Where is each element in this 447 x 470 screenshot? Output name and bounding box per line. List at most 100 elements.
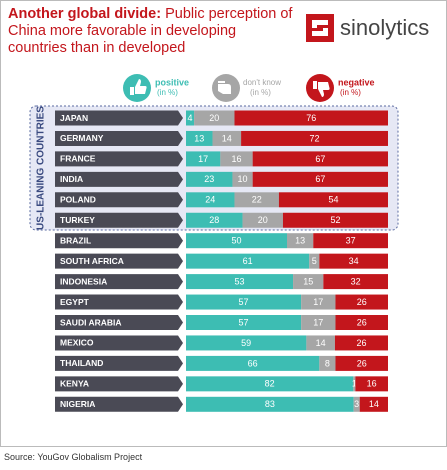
value-label: 17 bbox=[313, 297, 323, 307]
bar-segment bbox=[186, 355, 320, 371]
bar-segment bbox=[186, 396, 354, 412]
bar-segment bbox=[186, 151, 221, 167]
value-label: 4 bbox=[188, 113, 193, 123]
thumb-up bbox=[130, 79, 147, 95]
bar-segment bbox=[186, 233, 287, 249]
category-label: JAPAN bbox=[60, 113, 88, 123]
category-label: INDONESIA bbox=[60, 276, 107, 286]
bar-segment bbox=[323, 274, 388, 290]
value-label: 17 bbox=[313, 317, 323, 327]
value-label: 37 bbox=[346, 236, 356, 246]
value-label: 23 bbox=[204, 174, 214, 184]
bar-segment bbox=[278, 192, 388, 208]
value-label: 67 bbox=[315, 174, 325, 184]
bar-segment bbox=[186, 192, 235, 208]
bar-segment bbox=[212, 130, 242, 146]
value-label: 17 bbox=[198, 154, 208, 164]
category-label: INDIA bbox=[60, 174, 83, 184]
bar-segment bbox=[334, 335, 388, 351]
bar-segment bbox=[186, 253, 310, 269]
title-lead: Another global divide: bbox=[8, 6, 162, 22]
bar-segment bbox=[194, 110, 235, 126]
source: Source: YouGov Globalism Project bbox=[4, 452, 143, 462]
value-label: 14 bbox=[369, 399, 379, 409]
category-box bbox=[55, 294, 183, 310]
bar-segment bbox=[359, 396, 388, 412]
value-label: 26 bbox=[357, 317, 367, 327]
bar-segment bbox=[335, 315, 388, 330]
legend-label: don't know bbox=[243, 78, 281, 87]
bar-segment bbox=[353, 396, 360, 412]
category-label: EGYPT bbox=[60, 297, 90, 307]
category-box bbox=[55, 233, 183, 249]
value-label: 54 bbox=[328, 195, 338, 205]
category-label: SOUTH AFRICA bbox=[60, 256, 124, 266]
value-label: 76 bbox=[306, 113, 316, 123]
bar-segment bbox=[186, 130, 213, 146]
value-label: 52 bbox=[330, 215, 340, 225]
bar-segment bbox=[335, 355, 388, 371]
category-box bbox=[55, 192, 183, 208]
bar-segment bbox=[306, 335, 335, 351]
value-label: 1 bbox=[352, 379, 357, 389]
bar-segment bbox=[355, 376, 388, 392]
value-label: 83 bbox=[265, 399, 275, 409]
category-label: KENYA bbox=[60, 379, 89, 389]
value-label: 72 bbox=[310, 133, 320, 143]
value-label: 16 bbox=[367, 379, 377, 389]
legend-unit: (in %) bbox=[157, 88, 178, 97]
legend-label: positive bbox=[155, 77, 189, 87]
bar-segment bbox=[313, 233, 388, 249]
title: Another global divide: Public perception… bbox=[8, 6, 298, 57]
bar-segment bbox=[335, 294, 388, 310]
category-label: THAILAND bbox=[60, 358, 103, 368]
value-label: 32 bbox=[351, 276, 361, 286]
bar-segment bbox=[252, 151, 388, 167]
value-label: 57 bbox=[239, 297, 249, 307]
bar-segment bbox=[241, 130, 388, 146]
category-label: MEXICO bbox=[60, 338, 94, 348]
value-label: 24 bbox=[205, 195, 215, 205]
bar-segment bbox=[319, 253, 388, 269]
category-label: FRANCE bbox=[60, 154, 96, 164]
value-label: 8 bbox=[325, 358, 330, 368]
value-label: 26 bbox=[357, 358, 367, 368]
category-box bbox=[55, 151, 183, 167]
bar-segment bbox=[186, 315, 302, 330]
value-label: 59 bbox=[241, 338, 251, 348]
bar-segment bbox=[319, 355, 336, 371]
value-label: 28 bbox=[209, 215, 219, 225]
bar-segment bbox=[282, 212, 388, 228]
value-label: 14 bbox=[316, 338, 326, 348]
hand bbox=[218, 81, 231, 94]
category-box bbox=[55, 335, 183, 351]
bar-segment bbox=[301, 294, 336, 310]
value-label: 16 bbox=[231, 154, 241, 164]
value-label: 34 bbox=[349, 256, 359, 266]
value-label: 5 bbox=[312, 256, 317, 266]
thumb-down bbox=[313, 81, 330, 97]
category-box bbox=[55, 212, 183, 228]
legend: positive(in %)don't know(in %)negative(i… bbox=[123, 74, 375, 102]
legend-label: negative bbox=[338, 77, 375, 87]
bar-segment bbox=[287, 233, 314, 249]
bar-segment bbox=[293, 274, 324, 290]
legend-unit: (in %) bbox=[340, 88, 361, 97]
bar-segment bbox=[301, 315, 336, 330]
value-label: 61 bbox=[243, 256, 253, 266]
bar-segment bbox=[186, 110, 195, 126]
bar-segment bbox=[242, 212, 283, 228]
bar-segment bbox=[234, 192, 279, 208]
bar-segment bbox=[252, 171, 388, 187]
value-label: 20 bbox=[258, 215, 268, 225]
category-label: GERMANY bbox=[60, 133, 104, 143]
value-label: 26 bbox=[357, 297, 367, 307]
value-label: 14 bbox=[222, 133, 232, 143]
bar-segment bbox=[186, 335, 307, 351]
category-box bbox=[55, 110, 183, 126]
value-label: 57 bbox=[239, 317, 249, 327]
bar-segment bbox=[234, 110, 388, 126]
category-box bbox=[55, 396, 183, 412]
